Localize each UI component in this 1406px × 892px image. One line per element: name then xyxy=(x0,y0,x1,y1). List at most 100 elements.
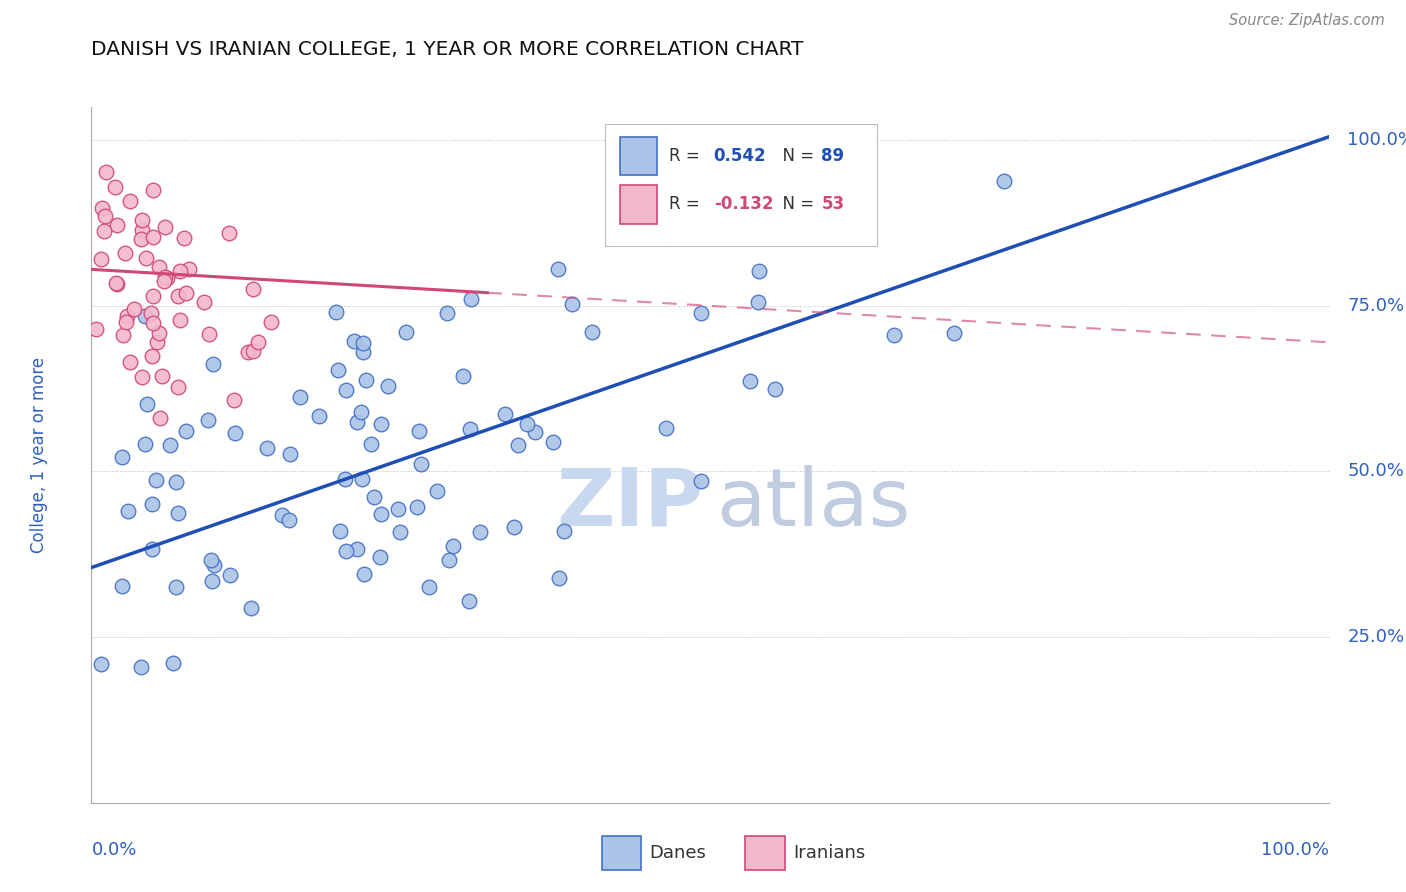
Point xyxy=(155,220,177,235)
Point xyxy=(451,368,474,383)
Point xyxy=(131,659,153,673)
Text: DANISH VS IRANIAN COLLEGE, 1 YEAR OR MORE CORRELATION CHART: DANISH VS IRANIAN COLLEGE, 1 YEAR OR MOR… xyxy=(91,40,804,59)
Point xyxy=(145,335,167,350)
Point xyxy=(502,520,524,534)
Point xyxy=(142,316,165,330)
Point xyxy=(114,246,136,260)
Point xyxy=(329,524,352,539)
Point xyxy=(346,542,368,557)
Point xyxy=(883,327,905,342)
Point xyxy=(494,408,516,422)
Point xyxy=(93,223,115,237)
Point xyxy=(288,390,311,404)
Point xyxy=(131,370,153,384)
Point xyxy=(343,334,366,349)
Point xyxy=(368,549,391,564)
Point xyxy=(460,422,482,436)
Point xyxy=(247,335,270,350)
Text: R =: R = xyxy=(669,195,706,213)
Point xyxy=(353,567,375,582)
Point xyxy=(354,373,377,387)
Point xyxy=(436,306,458,320)
Point xyxy=(325,305,347,319)
Point xyxy=(174,424,197,438)
Point xyxy=(167,506,190,520)
Point xyxy=(747,295,769,310)
Point xyxy=(516,417,538,431)
Point xyxy=(131,212,153,227)
Point xyxy=(278,446,301,460)
Point xyxy=(84,322,107,336)
Point xyxy=(993,174,1015,188)
Point xyxy=(169,263,191,277)
FancyBboxPatch shape xyxy=(620,136,657,175)
Point xyxy=(165,580,187,594)
Point xyxy=(363,490,385,504)
Text: 25.0%: 25.0% xyxy=(1347,628,1405,646)
Point xyxy=(335,544,357,558)
Point xyxy=(470,524,492,539)
Point xyxy=(426,484,449,499)
Point xyxy=(690,474,713,488)
Point xyxy=(256,442,278,456)
Point xyxy=(148,326,170,341)
Point xyxy=(748,264,770,278)
Point xyxy=(131,222,153,236)
Point xyxy=(763,382,786,396)
Point xyxy=(360,436,382,450)
Point xyxy=(740,374,762,388)
Text: atlas: atlas xyxy=(716,465,911,542)
Point xyxy=(142,288,165,302)
Text: R =: R = xyxy=(669,147,706,165)
Point xyxy=(395,325,418,339)
Point xyxy=(418,581,440,595)
Point xyxy=(547,261,569,276)
Point xyxy=(389,525,412,540)
Point xyxy=(122,301,145,316)
Text: N =: N = xyxy=(772,195,820,213)
Point xyxy=(377,379,399,393)
Point xyxy=(239,600,262,615)
Point xyxy=(335,383,357,397)
Point xyxy=(548,571,571,585)
Text: 50.0%: 50.0% xyxy=(1347,462,1405,481)
Point xyxy=(561,296,583,310)
Point xyxy=(142,183,165,197)
Point xyxy=(167,380,190,394)
Point xyxy=(655,420,678,434)
Text: College, 1 year or more: College, 1 year or more xyxy=(31,357,48,553)
Point xyxy=(111,578,134,592)
Point xyxy=(387,501,409,516)
Text: 75.0%: 75.0% xyxy=(1347,297,1405,315)
Point xyxy=(149,411,172,425)
Text: Danes: Danes xyxy=(650,844,706,862)
Point xyxy=(145,473,167,487)
Point xyxy=(242,343,264,358)
Point xyxy=(153,270,176,285)
Point xyxy=(135,252,157,266)
Text: -0.132: -0.132 xyxy=(714,195,773,213)
Point xyxy=(141,350,163,364)
Point xyxy=(218,226,240,240)
Point xyxy=(408,425,430,439)
Point xyxy=(141,541,163,556)
Point xyxy=(260,315,283,329)
Point xyxy=(134,436,156,450)
Point xyxy=(169,313,191,327)
FancyBboxPatch shape xyxy=(620,186,657,224)
Point xyxy=(118,194,141,209)
Point xyxy=(193,295,215,310)
Point xyxy=(202,558,225,572)
Point xyxy=(104,179,127,194)
Point xyxy=(94,210,117,224)
Point xyxy=(150,368,173,383)
Point xyxy=(352,345,374,359)
Point xyxy=(224,392,246,407)
Point xyxy=(173,231,195,245)
Point xyxy=(117,504,139,518)
Point xyxy=(141,305,163,319)
Point xyxy=(165,475,187,489)
Point xyxy=(690,306,713,320)
Point xyxy=(162,657,184,671)
Point xyxy=(308,409,330,424)
